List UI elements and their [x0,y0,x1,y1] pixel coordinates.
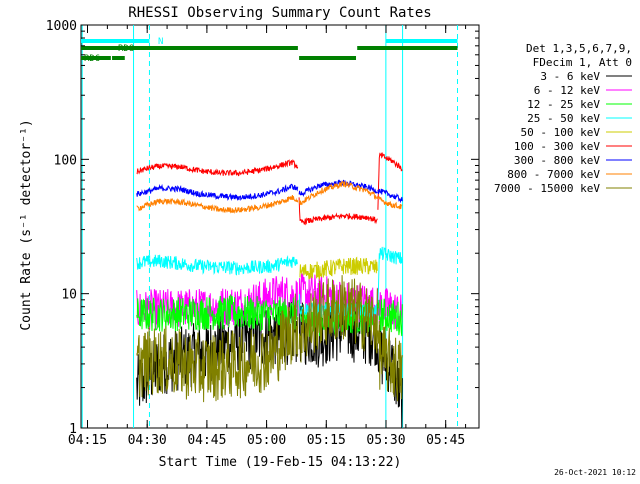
y-axis-label: Count Rate (s⁻¹ detector⁻¹) [19,119,34,330]
x-axis: 04:15 04:30 04:45 05:00 05:15 05:30 05:45 [68,25,467,448]
x-tick-label-1: 04:30 [128,433,167,448]
legend-entry-4: 50 - 100 keV [521,126,601,139]
x-axis-label: Start Time (19-Feb-15 04:13:22) [159,455,402,470]
footer-timestamp: 26-Oct-2021 10:12 [554,468,636,477]
x-tick-label-3: 05:00 [247,433,286,448]
x-tick-label-0: 04:15 [68,433,107,448]
chart-title: RHESSI Observing Summary Count Rates [128,5,431,21]
series-line-4 [299,256,378,281]
series-line-7 [136,180,403,214]
series-line-5 [136,151,403,226]
legend-entry-5: 100 - 300 keV [514,140,600,153]
series-group [136,151,403,428]
legend: Det 1,3,5,6,7,9,FDecim 1, Att 03 - 6 keV… [494,42,632,195]
series-line-6 [136,179,403,204]
legend-entry-6: 300 - 800 keV [514,154,600,167]
legend-entry-7: 800 - 7000 keV [507,168,600,181]
x-tick-label-4: 05:15 [307,433,346,448]
x-tick-label-6: 05:45 [426,433,465,448]
y-axis: 1 10 100 1000 [46,19,479,437]
status-bar-label-rd6: RD6 [84,54,100,64]
y-tick-label-3: 1000 [46,19,77,34]
legend-header-1: FDecim 1, Att 0 [533,56,632,69]
legend-entry-1: 6 - 12 keV [534,84,601,97]
plot-frame [80,24,480,429]
legend-entry-0: 3 - 6 keV [540,70,600,83]
y-tick-label-2: 100 [54,153,77,168]
status-bar-label-rd8: RD8 [118,44,134,54]
legend-entry-8: 7000 - 15000 keV [494,182,600,195]
series-line-8 [136,275,403,403]
x-tick-label-5: 05:30 [366,433,405,448]
legend-entry-2: 12 - 25 keV [527,98,600,111]
legend-header-0: Det 1,3,5,6,7,9, [526,42,632,55]
x-tick-label-2: 04:45 [187,433,226,448]
y-tick-label-1: 10 [61,288,77,303]
status-bar-label-n: N [158,37,163,47]
y-tick-label-0: 1 [69,422,77,437]
legend-entry-3: 25 - 50 keV [527,112,600,125]
plot-area: N RD8 RD6 [80,24,480,429]
